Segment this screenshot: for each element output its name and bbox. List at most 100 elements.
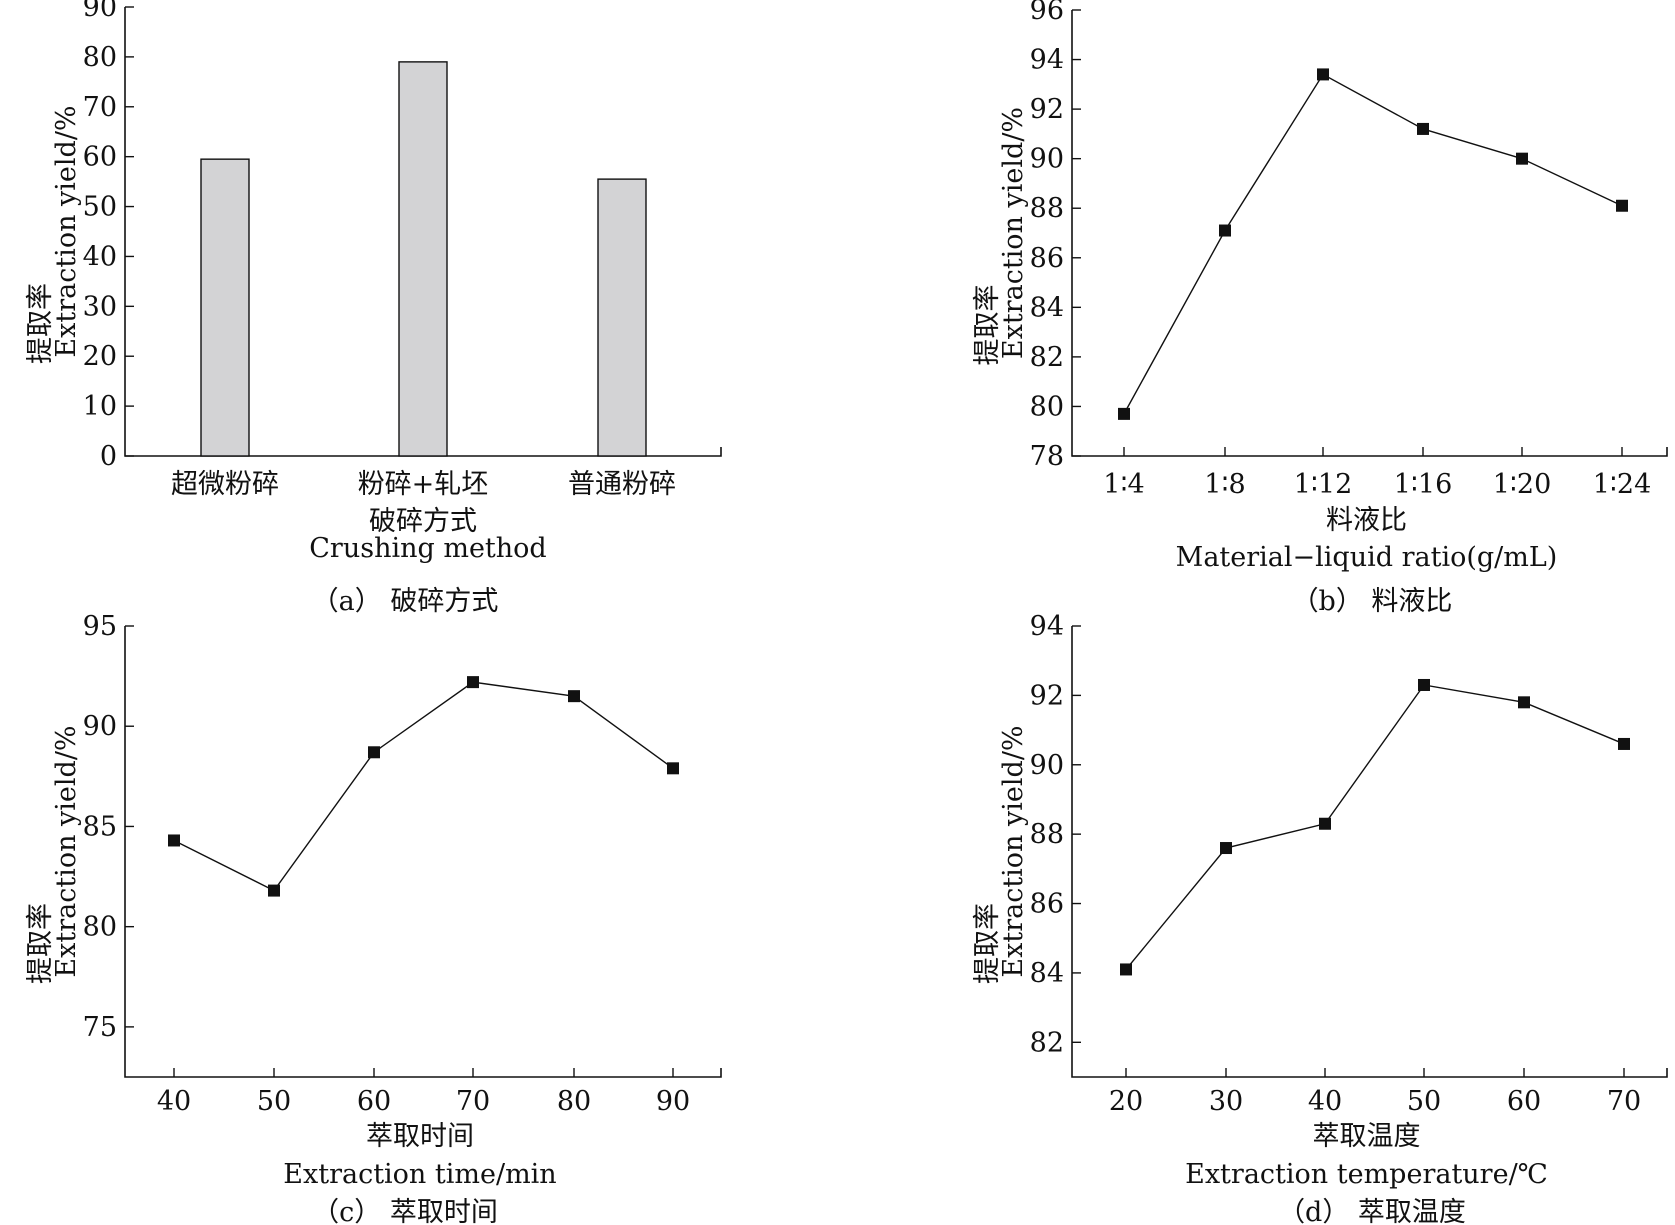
data-point [568,690,580,703]
y-tick-label: 90 [83,711,117,742]
y-tick-label: 70 [83,92,117,123]
y-tick-label: 90 [1030,144,1064,175]
y-tick-label: 50 [83,192,117,223]
x-tick-label: 1∶16 [1394,469,1453,500]
data-point [1418,678,1430,691]
x-tick-label: 80 [557,1086,591,1117]
data-point [1616,199,1628,212]
y-axis-label-cn: 提取率 [972,285,1003,366]
y-tick-label: 75 [83,1012,117,1043]
y-tick-label: 85 [83,811,117,842]
x-axis-label-cn: 萃取时间 [366,1121,474,1152]
x-tick-label: 1∶24 [1593,469,1652,500]
y-tick-label: 20 [83,341,117,372]
x-axis-label-en: Crushing method [309,533,546,564]
y-axis-label-en: Extraction yield/% [51,725,82,977]
y-tick-label: 60 [83,142,117,173]
chart-panel-b: 78 80 82 84 86 88 90 92 94 96 1∶4 1∶8 1∶12 1∶16 1∶20 1∶… [972,0,1668,617]
y-axis-label-en: Extraction yield/% [998,725,1029,977]
x-tick-label: 1∶8 [1204,469,1245,500]
y-tick-label: 90 [1030,750,1064,781]
axis-frame [124,626,722,1078]
x-tick-label: 50 [257,1086,291,1117]
x-tick-label: 60 [357,1086,391,1117]
x-tick-label: 70 [456,1086,490,1117]
y-tick-label: 94 [1030,611,1064,642]
data-point [368,746,380,759]
x-tick-label: 1∶20 [1493,469,1552,500]
x-tick-label: 50 [1407,1086,1441,1117]
y-tick-label: 10 [83,391,117,422]
y-tick-label: 88 [1030,819,1064,850]
data-point [667,762,679,775]
x-tick-label: 90 [656,1086,690,1117]
y-tick-label: 96 [1030,0,1064,26]
x-tick-label: 30 [1209,1086,1243,1117]
data-point [168,834,180,847]
y-axis-label-cn: 提取率 [972,903,1003,984]
x-tick-label: 超微粉碎 [171,469,279,500]
data-point [1319,817,1331,830]
data-point [1417,122,1429,135]
y-tick-label: 40 [83,241,117,272]
series-line [173,681,674,892]
panel-caption: （d） 萃取温度 [1278,1197,1466,1225]
bar [597,178,647,457]
series-line [1125,684,1625,970]
y-tick-label: 0 [100,441,117,472]
x-axis-label-en: Extraction time/min [283,1159,556,1190]
x-tick-label: 40 [1308,1086,1342,1117]
x-tick-label: 60 [1507,1086,1541,1117]
y-tick-label: 82 [1030,342,1064,373]
x-tick-label: 40 [157,1086,191,1117]
x-tick-label: 粉碎+轧坯 [358,469,489,500]
y-tick-label: 88 [1030,193,1064,224]
y-tick-label: 80 [1030,391,1064,422]
x-axis-label-cn: 料液比 [1326,505,1407,536]
axis-frame [1071,626,1668,1078]
y-tick-label: 80 [83,42,117,73]
data-point [268,884,280,897]
axis-frame [1071,10,1668,457]
y-tick-label: 95 [83,611,117,642]
x-tick-label: 1∶4 [1103,469,1144,500]
data-point [1518,696,1530,709]
series-line [1123,73,1623,415]
y-tick-label: 80 [83,912,117,943]
data-point [1220,842,1232,855]
x-axis-label-en: Material−liquid ratio(g/mL) [1176,542,1558,573]
y-axis-label-en: Extraction yield/% [998,107,1029,359]
y-tick-label: 78 [1030,441,1064,472]
data-point [1516,152,1528,165]
y-tick-label: 90 [83,0,117,23]
y-tick-label: 86 [1030,243,1064,274]
data-point [1618,737,1630,750]
y-tick-label: 92 [1030,680,1064,711]
y-tick-label: 92 [1030,94,1064,125]
y-tick-label: 30 [83,291,117,322]
y-axis-label-en: Extraction yield/% [51,105,82,357]
data-point [1120,963,1132,976]
y-tick-label: 82 [1030,1027,1064,1058]
x-axis-label-en: Extraction temperature/℃ [1185,1159,1548,1190]
panel-caption: （b） 料液比 [1292,586,1453,617]
x-tick-label: 普通粉碎 [568,469,676,500]
y-axis-label-cn: 提取率 [25,903,56,984]
data-point [1118,407,1130,420]
x-tick-label: 20 [1109,1086,1143,1117]
bar [200,158,250,457]
x-tick-label: 1∶12 [1294,469,1353,500]
data-point [467,676,479,689]
bar [398,61,448,457]
data-point [1219,224,1231,237]
data-point [1317,68,1329,81]
x-tick-label: 70 [1607,1086,1641,1117]
x-tick-label: 破碎方式 [369,506,477,537]
y-tick-label: 86 [1030,889,1064,920]
x-axis-label-cn: 萃取温度 [1313,1121,1421,1152]
y-tick-label: 84 [1030,958,1064,989]
